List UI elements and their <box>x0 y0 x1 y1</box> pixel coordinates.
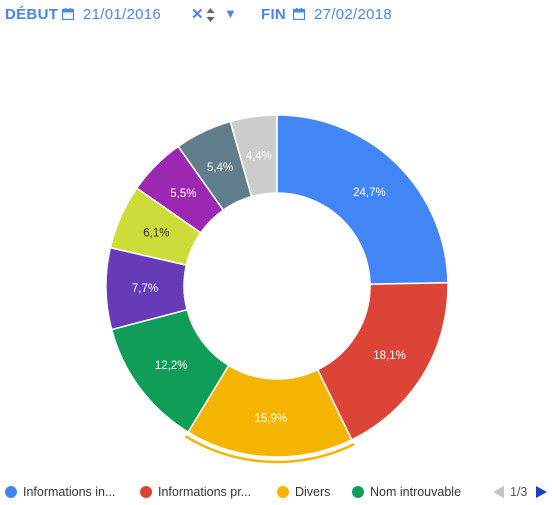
previous-page-icon[interactable] <box>493 486 504 498</box>
slice-label: 18,1% <box>373 350 406 362</box>
date-range-toolbar: DÉBUT 21/01/2016 ✕ ▼ FIN 27/02/2018 <box>0 0 552 32</box>
slice-label: 15,9% <box>254 413 287 425</box>
end-date-label: FIN <box>261 6 287 23</box>
legend-label: Divers <box>295 485 331 499</box>
slice-label: 6,1% <box>143 227 169 239</box>
legend-swatch <box>140 486 152 498</box>
next-page-icon[interactable] <box>536 486 547 498</box>
spinner-icon[interactable] <box>206 4 215 26</box>
slice-label: 5,5% <box>170 188 196 200</box>
chart-legend: Informations in... Informations pr... Di… <box>0 484 552 502</box>
start-date-field[interactable]: 21/01/2016 <box>83 6 162 23</box>
slice-label: 12,2% <box>155 360 188 372</box>
start-date-label: DÉBUT <box>5 6 59 23</box>
calendar-icon[interactable] <box>62 8 74 20</box>
slice-highlight <box>184 435 355 464</box>
legend-label: Informations in... <box>23 485 116 499</box>
legend-label: Informations pr... <box>158 485 252 499</box>
slice-label: 24,7% <box>353 187 386 199</box>
legend-swatch <box>277 486 289 498</box>
end-date-field[interactable]: 27/02/2018 <box>314 6 393 23</box>
donut-chart: 24,7% 18,1% 15,9% 12,2% 7,7% 6,1% 5,5% 5,4% 4,4% <box>105 114 449 464</box>
clear-icon[interactable]: ✕ <box>191 6 204 23</box>
slice-label: 5,4% <box>207 162 233 174</box>
dropdown-arrow-icon[interactable]: ▼ <box>224 6 237 21</box>
donut-slice[interactable] <box>229 114 278 198</box>
legend-label: Nom introuvable <box>370 485 462 499</box>
legend-swatch <box>352 486 364 498</box>
legend-swatch <box>5 486 17 498</box>
calendar-icon[interactable] <box>293 8 305 20</box>
legend-page-indicator: 1/3 <box>510 485 528 499</box>
slice-label: 4,4% <box>246 150 272 162</box>
donut-slice[interactable] <box>276 114 449 286</box>
slice-label: 7,7% <box>132 283 158 295</box>
